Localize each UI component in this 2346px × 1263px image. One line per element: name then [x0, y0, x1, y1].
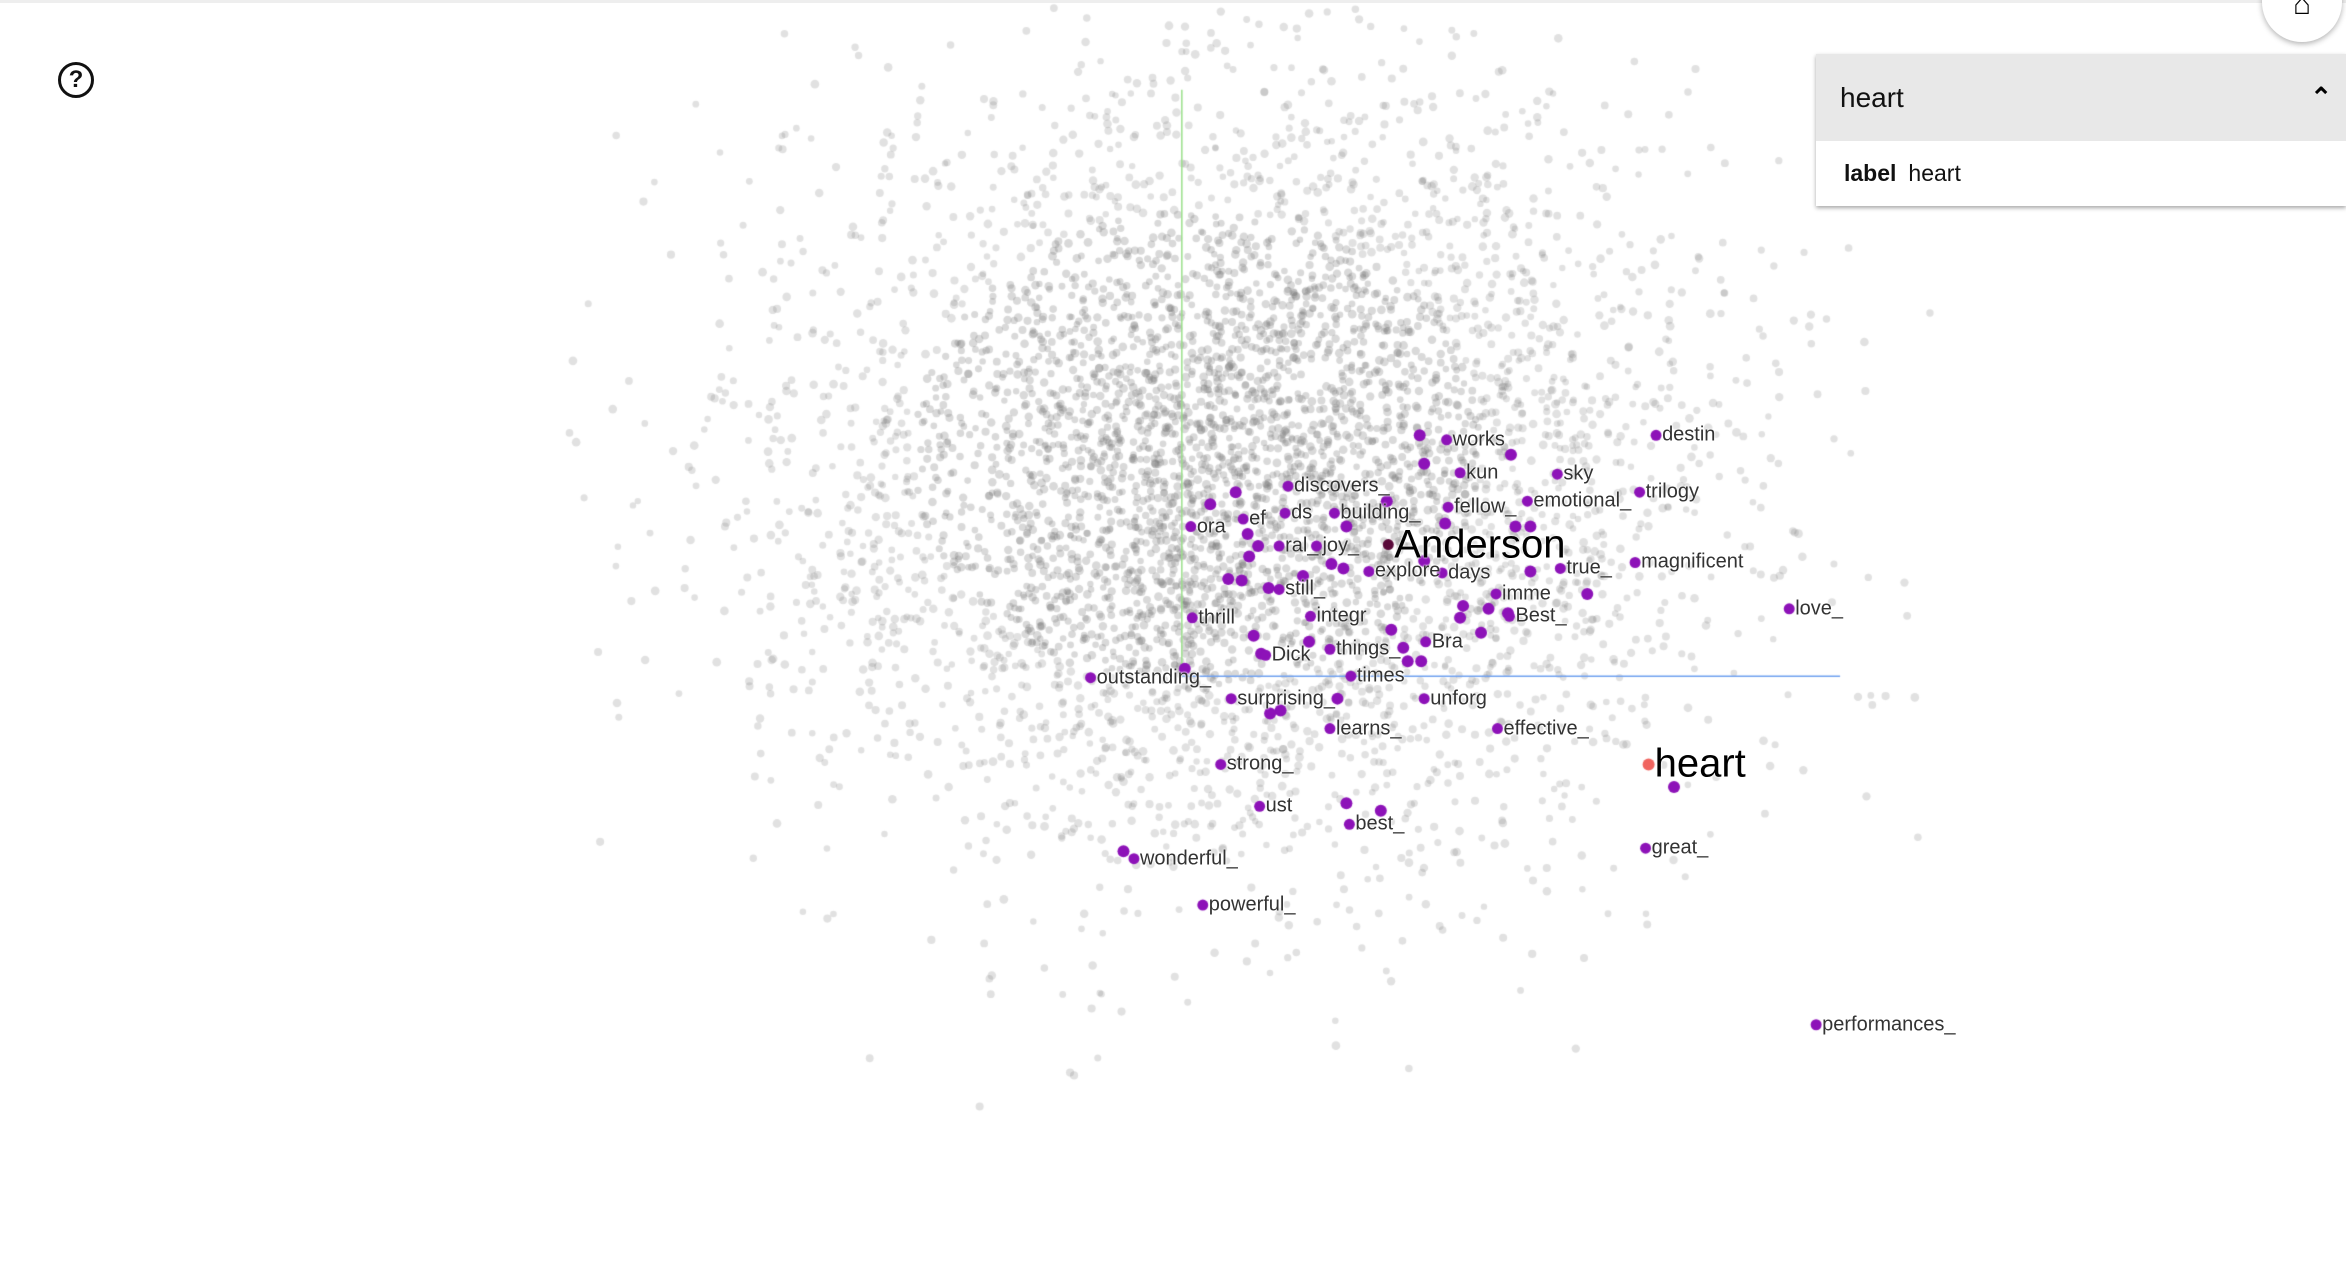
metadata-key: label — [1844, 160, 1897, 186]
metadata-value: heart — [1908, 160, 1961, 186]
inspector-header[interactable]: heart ⌃ — [1816, 54, 2346, 141]
inspector-panel: heart ⌃ label heart — [1816, 54, 2346, 206]
inspector-metadata-row: label heart — [1816, 141, 2346, 206]
chevron-up-icon[interactable]: ⌃ — [2310, 82, 2332, 112]
help-icon[interactable]: ? — [58, 62, 94, 98]
home-icon: ⌂ — [2292, 0, 2312, 21]
inspector-title: heart — [1840, 81, 1904, 113]
